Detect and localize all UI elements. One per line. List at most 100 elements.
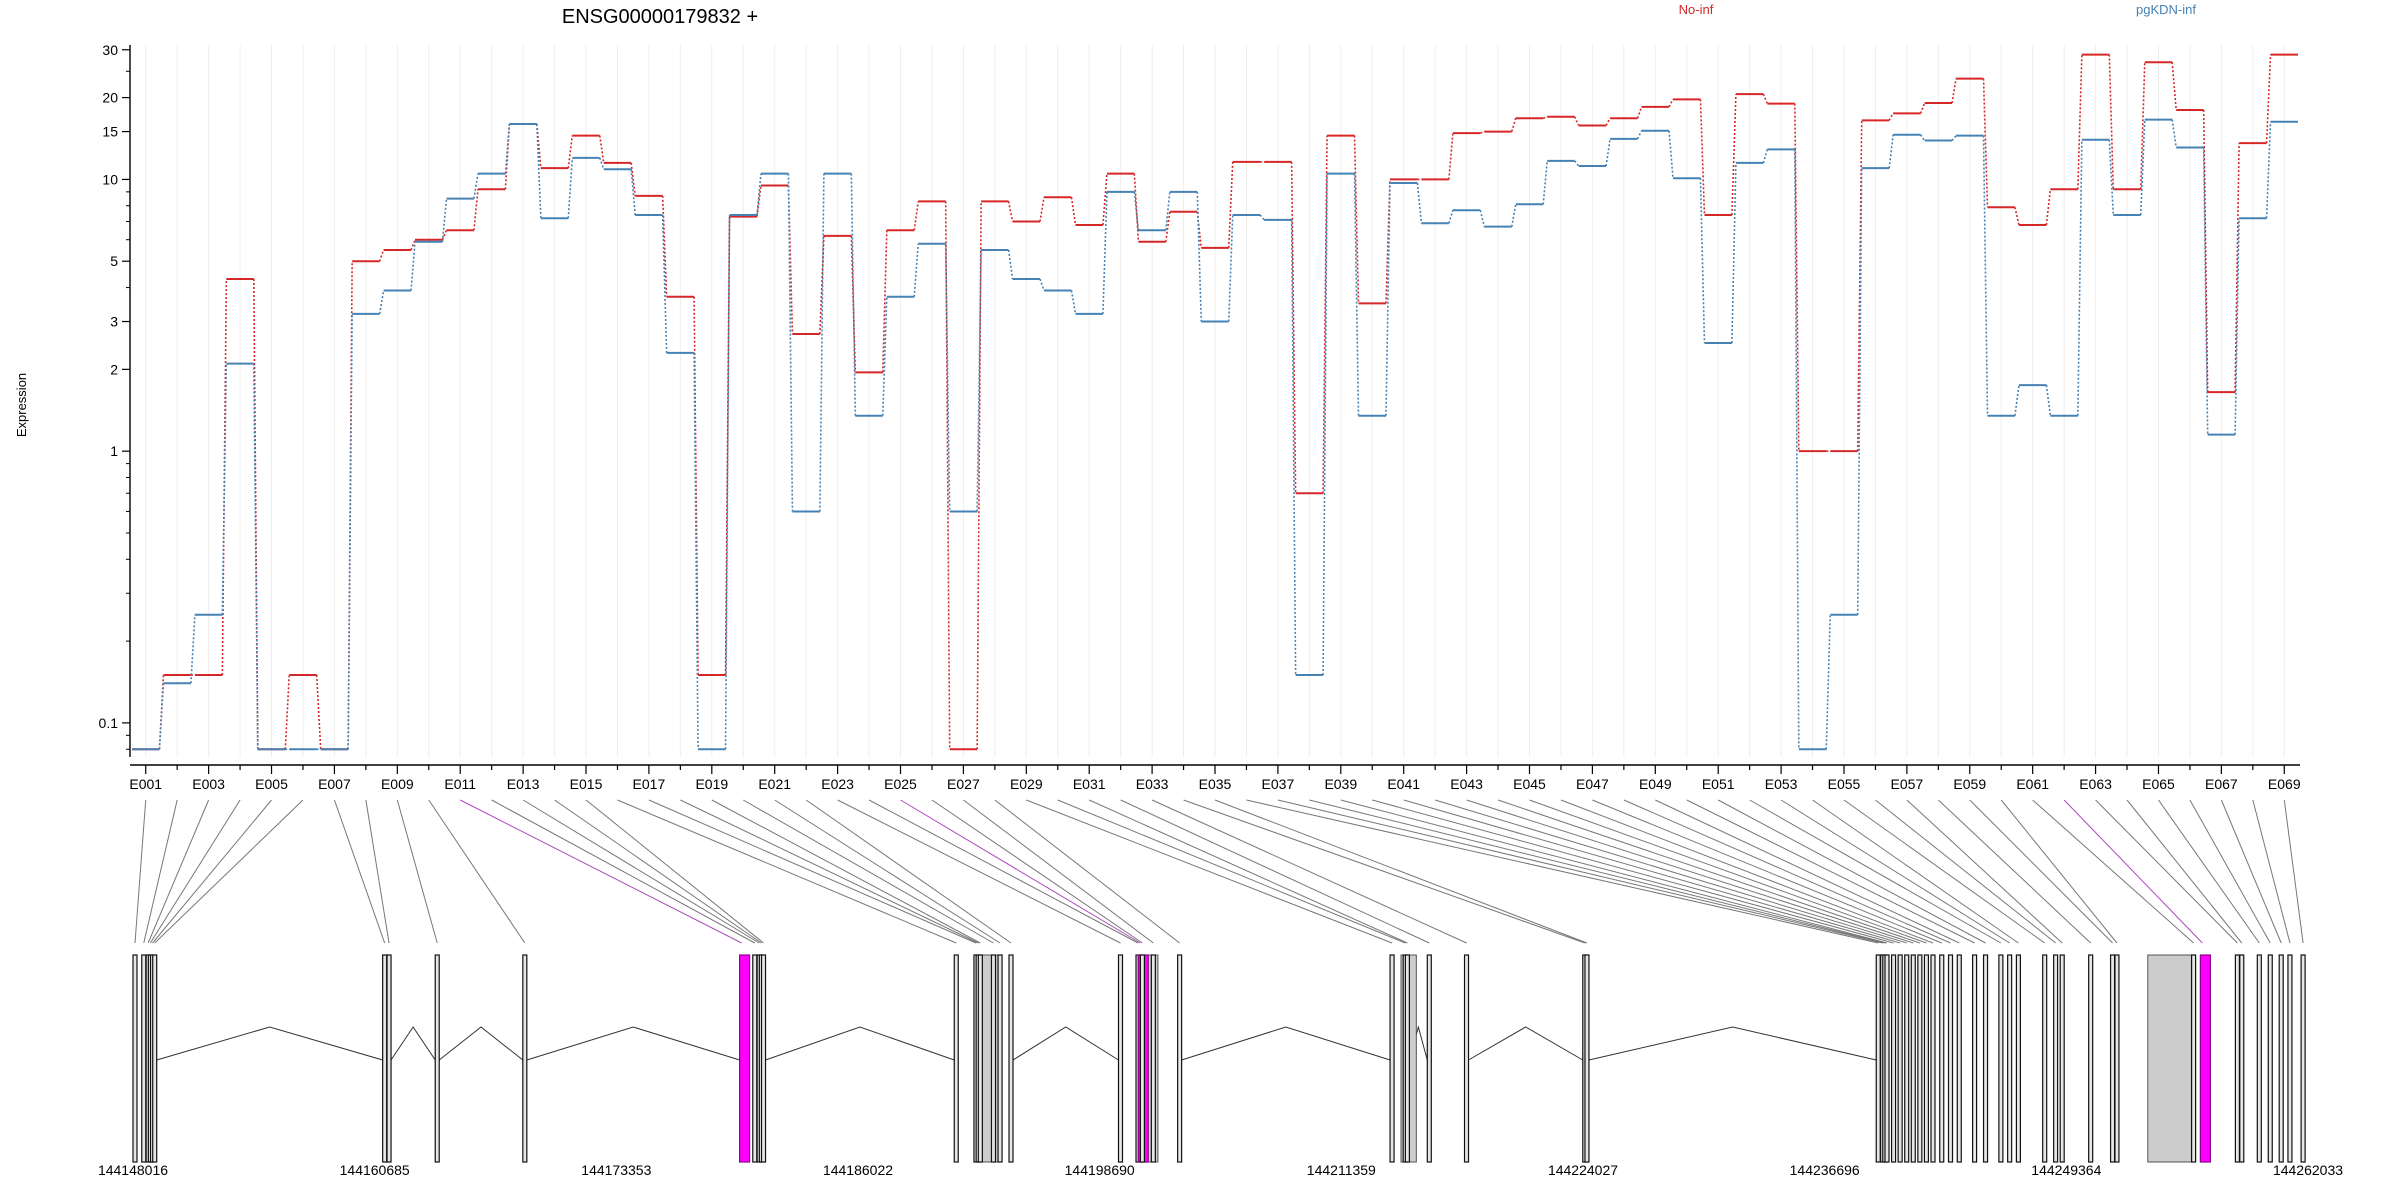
series-connector [1731,94,1737,215]
x-tick-label: E061 [2016,776,2049,792]
exon-connector [2032,799,2194,944]
series-connector [473,173,479,199]
exon-connector [1529,799,1927,944]
exon-connector [2220,799,2282,944]
exon-box [2053,954,2059,1163]
y-tick-label: 3 [110,314,118,330]
exon-connector [648,799,977,944]
x-tick-label: E009 [381,776,414,792]
legend-pgkdn-inf: pgKDN-inf [2136,2,2196,17]
series-connector [347,313,353,750]
series-connector [913,243,920,297]
highlighted-exon [739,954,751,1163]
x-tick-label: E011 [444,776,476,792]
series-connector [1133,173,1140,242]
exon-box [2059,954,2065,1163]
exon-connector [1812,799,2019,944]
exon-box [2007,954,2013,1163]
intron-line [156,1026,383,1061]
intron-line [1181,1026,1391,1061]
exon-box [2287,954,2293,1163]
exon-box [382,954,388,1163]
series-connector [1699,99,1706,215]
exon-box [760,954,767,1163]
series-connector [850,173,857,416]
exon-box [2147,954,2193,1163]
series-connector [1982,78,1989,208]
series-connector [473,189,479,231]
series-connector [1919,102,1926,114]
series-connector [1605,138,1611,167]
exon-box [141,954,147,1163]
exon-connector [1183,799,1585,944]
exon-box [1884,954,1890,1163]
exon-box [1998,954,2004,1163]
x-tick-label: E019 [695,776,728,792]
exon-connector [1088,799,1408,944]
series-connector [1636,106,1643,119]
exon-box [1389,954,1395,1163]
exon-box [1117,954,1124,1163]
series-connector [787,173,794,512]
x-tick-label: E015 [570,776,603,792]
series-connector [1636,130,1643,140]
exon-box [977,954,983,1163]
x-tick-label: E033 [1136,776,1169,792]
series-connector [504,123,511,174]
exon-connector [1749,799,2002,944]
series-connector [1982,135,1989,416]
series-connector [1951,78,1957,104]
exon-box [2088,954,2094,1163]
exon-box [1982,954,1989,1163]
coordinate-label: 144198690 [1065,1162,1135,1178]
intron-line [1012,1026,1119,1061]
series-connector [1762,93,1769,104]
y-tick-label: 2 [110,361,118,377]
exon-connector [617,799,957,944]
series-connector [1479,210,1486,227]
y-tick-label: 0.1 [99,715,119,731]
exon-connector [2283,799,2304,944]
coordinate-label: 144160685 [340,1162,410,1178]
exon-connector [2126,799,2243,944]
series-connector [1511,117,1517,132]
exon-connector [333,799,386,944]
series-connector [378,290,385,315]
exon-connector [428,799,526,944]
x-tick-label: E043 [1450,776,1483,792]
x-tick-label: E069 [2268,776,2301,792]
x-tick-label: E029 [1010,776,1043,792]
x-axis: E001 E003 E005 E007 E009 E011 E013 E015 E017 E019… [129,764,2301,792]
series-connector [1102,173,1108,226]
exon-connector [868,799,1139,944]
series-connector [1007,201,1014,222]
series-connector [724,216,731,676]
x-tick-label: E005 [255,776,288,792]
exon-box [1930,954,1936,1163]
series-connector [284,675,291,750]
x-tick-label: E049 [1639,776,1672,792]
exon-box [1923,954,1930,1163]
series-connector [2045,189,2052,226]
exon-box [2234,954,2240,1163]
x-tick-label: E035 [1199,776,1232,792]
series-connector [1919,134,1926,142]
exon-box [2300,954,2306,1163]
exon-box [1150,954,1156,1163]
exon-connector [1246,799,1879,944]
exon-connector [1434,799,1907,944]
exon-box [152,954,158,1163]
exon-connector [1623,799,1951,944]
series-connector [1888,112,1894,121]
series-connector [1510,204,1517,227]
exon-connector [2189,799,2271,944]
series-connector [315,675,322,750]
x-tick-label: E025 [884,776,917,792]
intron-line [765,1026,955,1061]
x-tick-label: E023 [821,776,854,792]
exon-box [2042,954,2048,1163]
exon-box [1904,954,1910,1163]
exon-connector [2158,799,2260,944]
series-connector [2045,385,2052,416]
series-connector [221,363,228,615]
